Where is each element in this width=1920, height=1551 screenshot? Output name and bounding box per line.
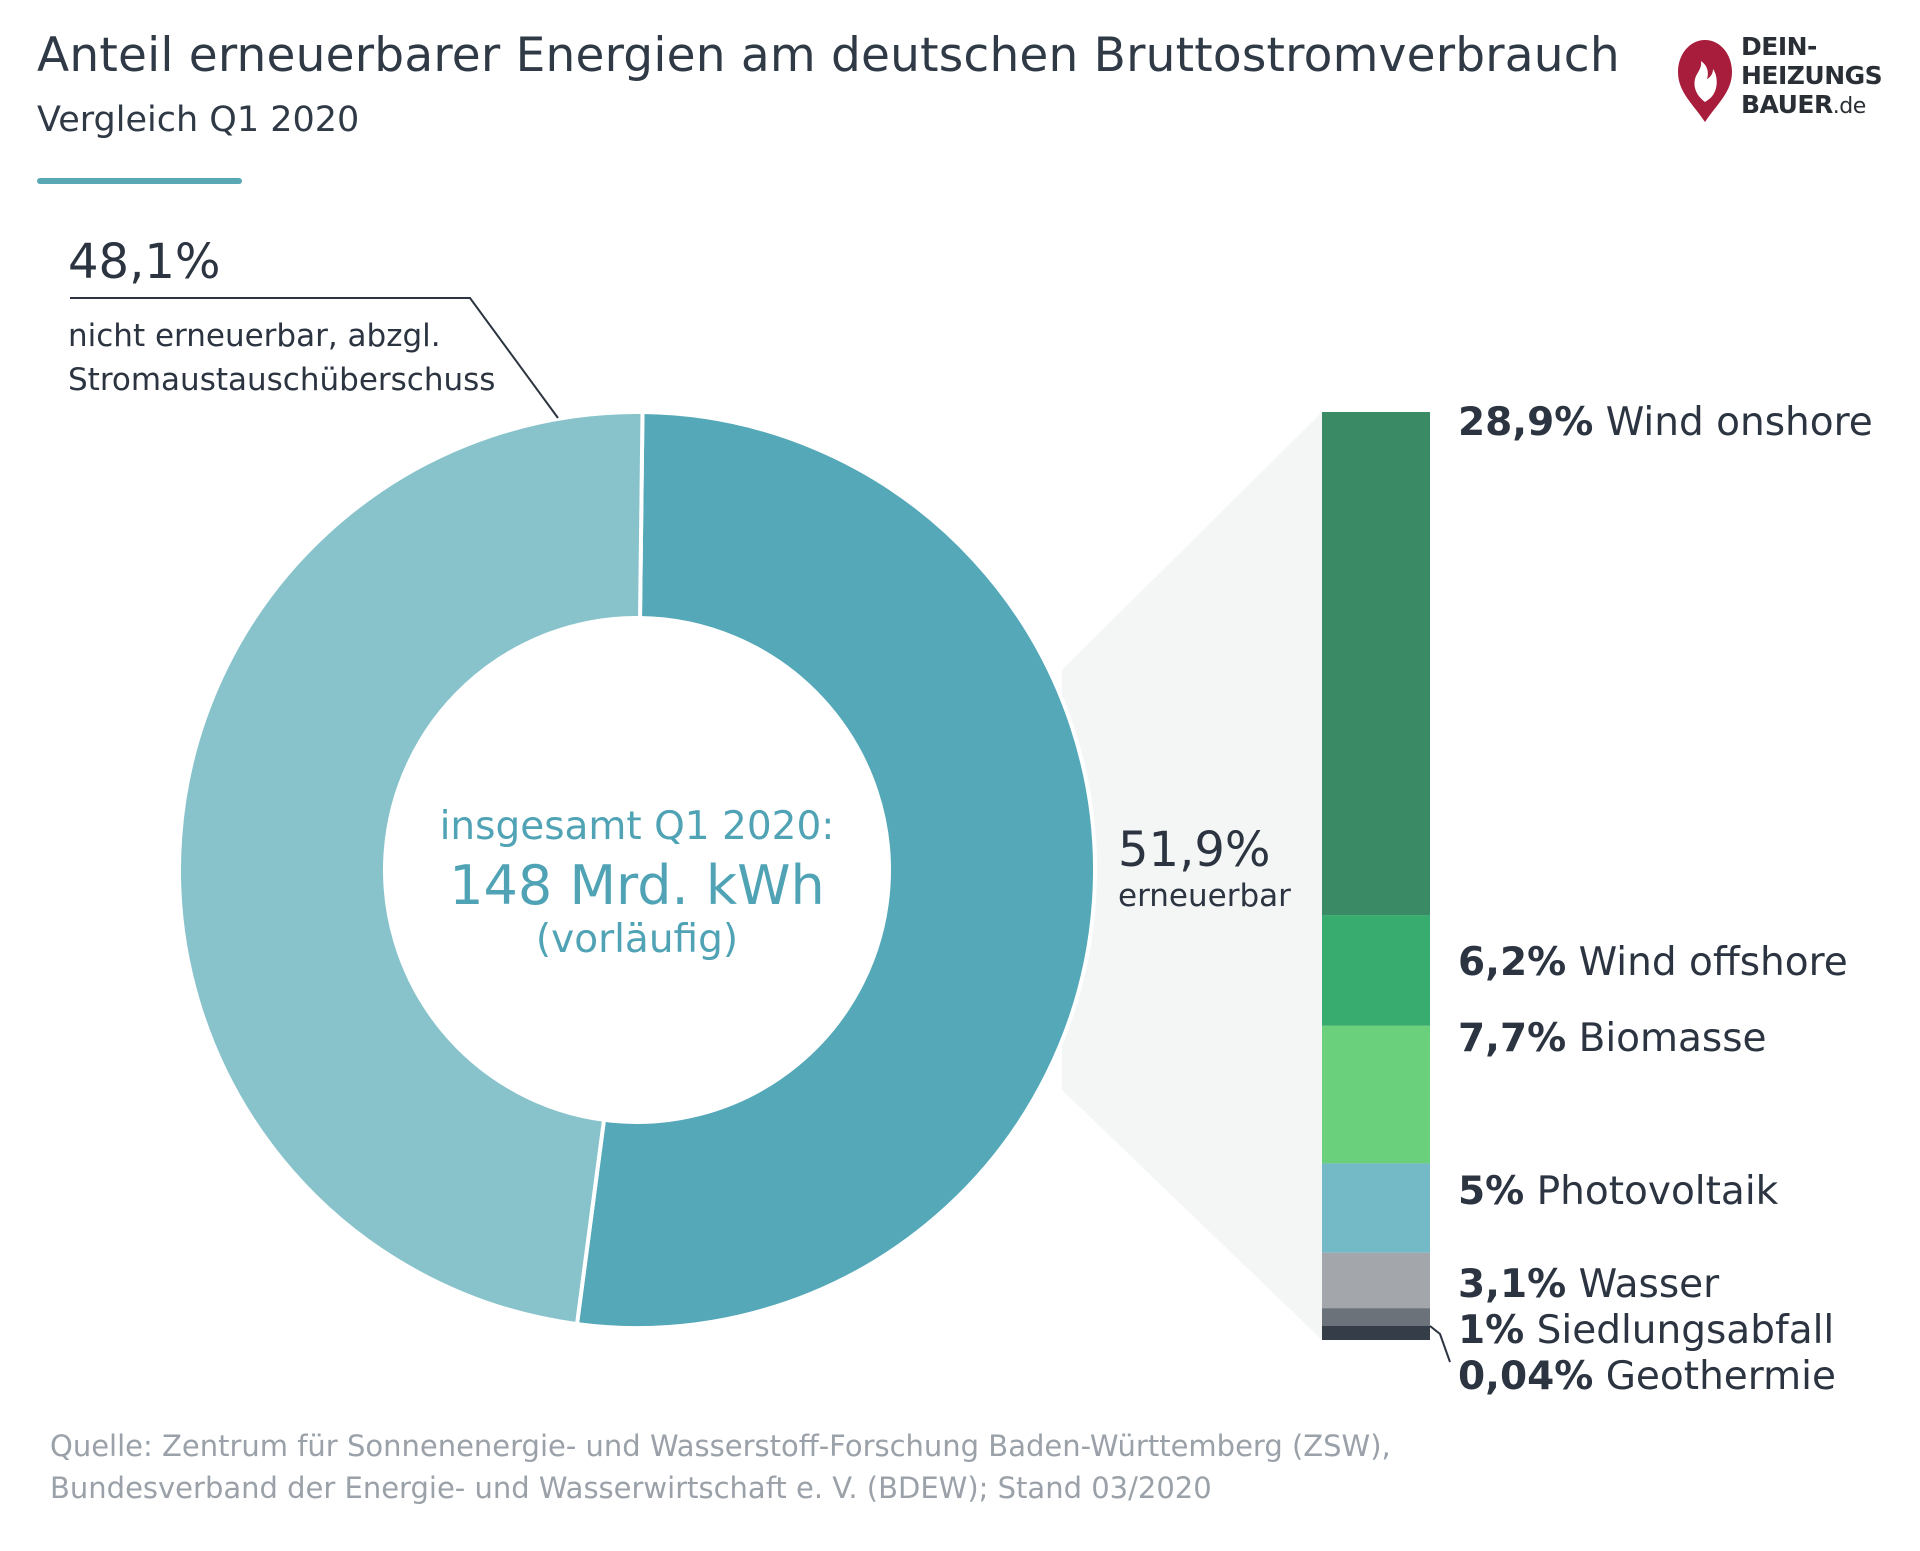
segment-name: Wasser [1566, 1262, 1720, 1307]
label-non-renewable-line2: Stromaustauschüberschuss [68, 362, 495, 398]
label-non-renewable-pct: 48,1% [68, 234, 220, 290]
segment-name: Photovoltaik [1524, 1169, 1778, 1214]
segment-name: Siedlungsabfall [1524, 1308, 1834, 1353]
bar-segment-wasser [1322, 1252, 1430, 1309]
segment-label-wasser: 3,1% Wasser [1458, 1262, 1720, 1307]
bar-segment-geothermie [1322, 1326, 1430, 1340]
donut-slice-renewable [574, 410, 1098, 1330]
logo-line2: HEIZUNGS [1741, 61, 1883, 90]
flame-icon [1678, 40, 1732, 122]
segment-value: 0,04% [1458, 1354, 1593, 1399]
donut-chart [177, 410, 1098, 1330]
bar-segment-photovoltaik [1322, 1163, 1430, 1253]
bar-segment-siedlungsabfall [1322, 1308, 1430, 1326]
logo-line3: BAUER [1741, 90, 1833, 119]
segment-value: 28,9% [1458, 400, 1593, 445]
logo-line1: DEIN- [1741, 32, 1817, 61]
brand-logo[interactable]: DEIN- HEIZUNGS BAUER.de [1675, 32, 1905, 124]
segment-value: 7,7% [1458, 1016, 1566, 1061]
center-label-line3: (vorläufig) [536, 917, 738, 962]
segment-name: Geothermie [1593, 1354, 1836, 1399]
bar-segment-biomasse [1322, 1025, 1430, 1164]
segment-name: Wind offshore [1566, 940, 1848, 985]
label-non-renewable-line1: nicht erneuerbar, abzgl. [68, 318, 441, 354]
accent-divider [37, 178, 242, 184]
segment-value: 6,2% [1458, 940, 1566, 985]
segment-value: 5% [1458, 1169, 1524, 1214]
leader-line-geothermie [1429, 1325, 1451, 1363]
connector-wedge [1062, 412, 1322, 1340]
segment-name: Wind onshore [1593, 400, 1872, 445]
source-line1: Quelle: Zentrum für Sonnenenergie- und W… [50, 1429, 1391, 1463]
label-renewable-text: erneuerbar [1118, 878, 1291, 914]
segment-name: Biomasse [1566, 1016, 1766, 1061]
segment-value: 1% [1458, 1308, 1524, 1353]
center-label-line2: 148 Mrd. kWh [449, 854, 825, 917]
stacked-bar [1322, 412, 1430, 1340]
bar-segment-wind-offshore [1322, 915, 1430, 1026]
segment-value: 3,1% [1458, 1262, 1566, 1307]
logo-wordmark: DEIN- HEIZUNGS BAUER.de [1741, 32, 1883, 121]
segment-label-wind-offshore: 6,2% Wind offshore [1458, 940, 1848, 985]
chart-subtitle: Vergleich Q1 2020 [37, 100, 360, 140]
label-renewable-pct: 51,9% [1118, 822, 1270, 878]
segment-label-photovoltaik: 5% Photovoltaik [1458, 1169, 1779, 1214]
segment-label-wind-onshore: 28,9% Wind onshore [1458, 400, 1873, 445]
center-label-line1: insgesamt Q1 2020: [440, 804, 835, 849]
donut-slice-non-renewable [177, 410, 645, 1327]
segment-label-biomasse: 7,7% Biomasse [1458, 1016, 1767, 1061]
logo-suffix: .de [1832, 94, 1867, 119]
source-line2: Bundesverband der Energie- und Wasserwir… [50, 1471, 1212, 1505]
chart-title: Anteil erneuerbarer Energien am deutsche… [37, 28, 1620, 83]
bar-segment-wind-onshore [1322, 412, 1430, 916]
segment-label-geothermie: 0,04% Geothermie [1458, 1354, 1836, 1399]
segment-label-siedlungsabfall: 1% Siedlungsabfall [1458, 1308, 1834, 1353]
source-note: Quelle: Zentrum für Sonnenenergie- und W… [50, 1425, 1550, 1509]
leader-line-non-renewable [70, 297, 559, 419]
